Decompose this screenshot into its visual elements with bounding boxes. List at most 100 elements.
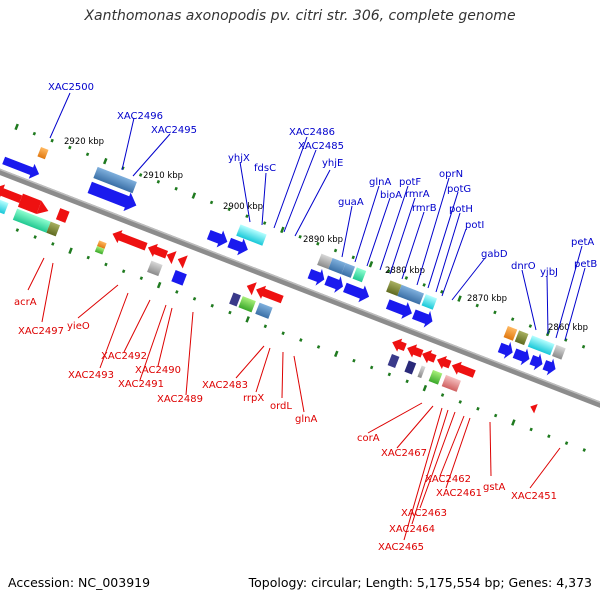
gene-label[interactable]: XAC2467 <box>381 448 427 459</box>
gene-label[interactable]: petB <box>574 259 597 270</box>
gene-label[interactable]: potH <box>449 204 473 215</box>
gene-box[interactable] <box>417 365 426 379</box>
gene-label[interactable]: XAC2486 <box>289 127 335 138</box>
gene-label[interactable]: gabD <box>481 249 508 260</box>
gene-box[interactable] <box>147 260 163 277</box>
gene-arrow[interactable] <box>244 279 257 296</box>
gene-label[interactable]: acrA <box>14 297 37 308</box>
gene-label[interactable]: potG <box>447 184 471 195</box>
gene-box[interactable] <box>37 147 49 160</box>
gene-arrow[interactable] <box>175 253 188 269</box>
gene-box[interactable] <box>527 335 555 356</box>
gene-arrow[interactable] <box>145 241 169 261</box>
gene-arrow[interactable] <box>323 272 346 295</box>
gene-arrow[interactable] <box>0 181 24 207</box>
gene-label[interactable]: rrpX <box>243 393 264 404</box>
gene-box[interactable] <box>397 284 425 305</box>
gene-arrow[interactable] <box>205 226 230 250</box>
gene-label[interactable]: XAC2465 <box>378 542 424 553</box>
gene-box[interactable] <box>387 353 400 369</box>
gene-box[interactable] <box>341 263 356 278</box>
gene-arrow[interactable] <box>55 208 70 223</box>
gene-label[interactable]: glnA <box>295 414 317 425</box>
gene-label[interactable]: XAC2464 <box>389 524 435 535</box>
gene-label[interactable]: potF <box>399 177 421 188</box>
gene-label[interactable]: XAC2451 <box>511 491 557 502</box>
gene-box[interactable] <box>93 166 137 194</box>
gene-box[interactable] <box>236 224 267 246</box>
gene-label[interactable]: XAC2490 <box>135 365 181 376</box>
gene-label[interactable]: yhjX <box>228 153 250 164</box>
gene-label[interactable]: yjbJ <box>540 267 558 278</box>
gene-arrow[interactable] <box>528 402 538 414</box>
gene-box[interactable] <box>352 267 367 283</box>
gene-arrow[interactable] <box>496 339 516 361</box>
gene-box[interactable] <box>503 325 518 341</box>
gene-label[interactable]: XAC2491 <box>118 379 164 390</box>
gene-box[interactable] <box>255 302 273 319</box>
gene-arrow[interactable] <box>254 283 285 306</box>
gene-box[interactable] <box>328 257 346 275</box>
gene-box[interactable] <box>229 292 241 307</box>
gene-arrow[interactable] <box>342 279 373 305</box>
gene-arrow[interactable] <box>511 345 532 368</box>
gene-label[interactable]: XAC2492 <box>101 351 147 362</box>
gene-label[interactable]: XAC2462 <box>425 474 471 485</box>
gene-box[interactable] <box>317 253 333 270</box>
gene-label[interactable]: potI <box>465 220 484 231</box>
gene-box[interactable] <box>0 192 9 215</box>
gene-arrow[interactable] <box>226 234 251 258</box>
gene-box[interactable] <box>97 240 107 249</box>
gene-label[interactable]: gstA <box>483 482 505 493</box>
gene-label[interactable]: XAC2461 <box>436 488 482 499</box>
gene-label[interactable]: XAC2483 <box>202 380 248 391</box>
gene-label[interactable]: petA <box>571 237 594 248</box>
gene-arrow[interactable] <box>528 351 546 372</box>
gene-label[interactable]: yieO <box>67 321 90 332</box>
forward-strand-track[interactable] <box>1 134 566 382</box>
gene-arrow[interactable] <box>411 306 436 330</box>
gene-arrow[interactable] <box>164 248 177 265</box>
gene-box[interactable] <box>238 296 256 313</box>
gene-box[interactable] <box>441 374 461 392</box>
gene-label[interactable]: XAC2496 <box>117 111 163 122</box>
gene-label[interactable]: XAC2485 <box>298 141 344 152</box>
gene-label[interactable]: ordL <box>270 401 292 412</box>
gene-label[interactable]: rmrA <box>405 189 430 200</box>
gene-label[interactable]: XAC2497 <box>18 326 64 337</box>
gene-arrow[interactable] <box>306 265 327 288</box>
gene-arrow[interactable] <box>405 342 425 361</box>
gene-box[interactable] <box>94 245 105 255</box>
gene-arrow[interactable] <box>1 153 42 182</box>
gene-label[interactable]: XAC2489 <box>157 394 203 405</box>
gene-arrow[interactable] <box>17 193 42 214</box>
gene-arrow[interactable] <box>420 347 438 365</box>
gene-label[interactable]: yhjE <box>322 158 343 169</box>
gene-box[interactable] <box>552 344 566 360</box>
gene-label[interactable]: oprN <box>439 169 463 180</box>
gene-arrow[interactable] <box>384 296 415 322</box>
gene-label[interactable]: XAC2500 <box>48 82 94 93</box>
gene-label[interactable]: rmrB <box>412 203 437 214</box>
gene-arrow[interactable] <box>36 200 51 218</box>
gene-label[interactable]: XAC2493 <box>68 370 114 381</box>
gene-label[interactable]: fdsC <box>254 163 276 174</box>
gene-box[interactable] <box>46 221 61 237</box>
gene-box[interactable] <box>171 270 187 286</box>
gene-arrow[interactable] <box>390 336 408 354</box>
gene-arrow[interactable] <box>434 353 452 371</box>
gene-label[interactable]: XAC2463 <box>401 508 447 519</box>
gene-box[interactable] <box>428 369 443 385</box>
gene-label[interactable]: guaA <box>338 197 364 208</box>
gene-label[interactable]: dnrO <box>511 261 536 272</box>
gene-box[interactable] <box>386 280 402 296</box>
gene-arrow[interactable] <box>86 178 140 215</box>
gene-box[interactable] <box>404 360 417 375</box>
reverse-strand-track[interactable] <box>0 177 542 420</box>
gene-label[interactable]: XAC2495 <box>151 125 197 136</box>
gene-arrow[interactable] <box>449 359 476 381</box>
gene-label[interactable]: bioA <box>380 190 402 201</box>
gene-label[interactable]: glnA <box>369 177 391 188</box>
gene-arrow[interactable] <box>541 356 559 377</box>
